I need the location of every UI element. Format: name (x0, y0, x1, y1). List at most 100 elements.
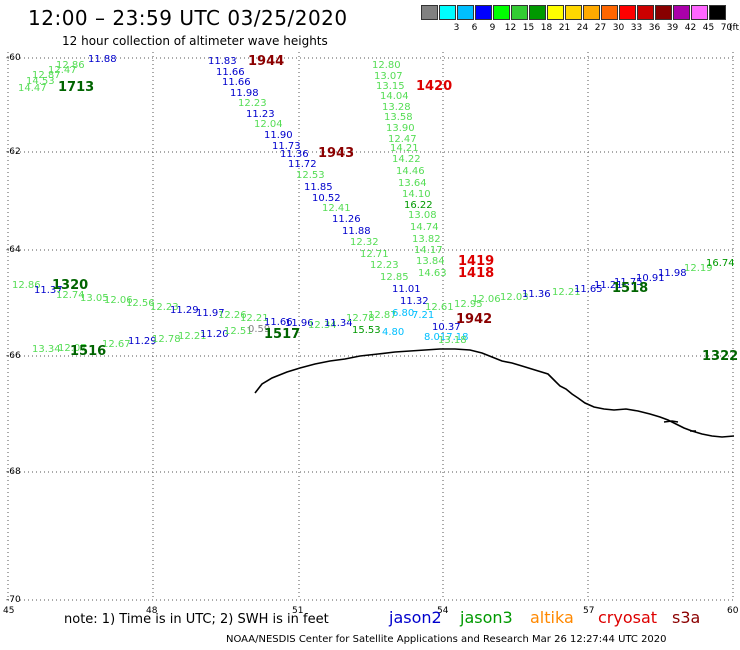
latitude-label: -68 (6, 467, 21, 477)
wave-height-value: 11.66 (222, 77, 251, 88)
wave-height-value: 12.47 (48, 65, 77, 76)
wave-height-value: 12.03 (500, 292, 529, 303)
pass-time-label: 1418 (458, 266, 494, 281)
legend-label: 39 (666, 23, 679, 33)
wave-height-value: 11.21 (594, 280, 623, 291)
legend-swatch (457, 5, 474, 20)
wave-height-value: 13.90 (386, 123, 415, 134)
footer-note: note: 1) Time is in UTC; 2) SWH is in fe… (64, 612, 329, 627)
legend-swatch (691, 5, 708, 20)
legend-swatch (619, 5, 636, 20)
wave-height-value: 12.86 (12, 280, 41, 291)
wave-height-value: 12.74 (56, 290, 85, 301)
wave-height-value: 13.82 (412, 234, 441, 245)
legend-swatch (493, 5, 510, 20)
satellite-jason3: jason3 (460, 608, 513, 627)
legend-swatch (637, 5, 654, 20)
wave-height-value: 12.23 (150, 302, 179, 313)
wave-height-value: 14.17 (414, 245, 443, 256)
pass-time-label: 1322 (702, 349, 738, 364)
wave-height-value: 12.85 (380, 272, 409, 283)
wave-height-value: 11.98 (230, 88, 259, 99)
wave-height-value: 10.52 (312, 193, 341, 204)
wave-height-value: 11.88 (342, 226, 371, 237)
legend-swatch (439, 5, 456, 20)
wave-height-value: 12.95 (454, 299, 483, 310)
wave-height-value: 12.56 (126, 298, 155, 309)
wave-height-value: 12.41 (322, 203, 351, 214)
legend-label: 3 (453, 23, 460, 33)
wave-height-value: 12.07 (58, 343, 87, 354)
wave-height-value: 12.87 (32, 70, 61, 81)
wave-height-value: 11.97 (196, 308, 225, 319)
wave-height-value: 12.23 (238, 98, 267, 109)
wave-height-value: 12.04 (254, 119, 283, 130)
wave-height-values: 11.8812.8612.4712.8714.5314.4711.8311.66… (12, 54, 735, 355)
pass-time-label: 1516 (70, 344, 106, 359)
latitude-label: -70 (6, 595, 21, 605)
legend-label: 45 (702, 23, 715, 33)
wave-height-value: 13.15 (376, 81, 405, 92)
wave-height-value: 11.72 (288, 159, 317, 170)
wave-height-value: 11.32 (400, 296, 429, 307)
wave-height-value: 13.58 (384, 112, 413, 123)
wave-height-value: 11.66 (264, 317, 293, 328)
wave-height-value: 6.80 (392, 308, 414, 319)
wave-height-value: 12.78 (346, 313, 375, 324)
satellite-cryosat: cryosat (598, 608, 658, 627)
legend-swatch (565, 5, 582, 20)
wave-height-value: 12.21 (552, 287, 581, 298)
wave-height-value: 11.88 (88, 54, 117, 65)
legend-label: 12 (504, 23, 517, 33)
wave-height-value: 13.84 (416, 256, 445, 267)
wave-height-value: 4.80 (382, 327, 404, 338)
legend-swatch (529, 5, 546, 20)
wave-height-value: 12.47 (388, 134, 417, 145)
satellite-jason2: jason2 (389, 608, 442, 627)
longitude-label: 54 (437, 606, 449, 616)
pass-time-label: 1942 (456, 312, 492, 327)
wave-height-value: 15.53 (352, 325, 381, 336)
legend-label: 15 (522, 23, 535, 33)
map-subtitle: 12 hour collection of altimeter wave hei… (62, 34, 328, 48)
legend-swatch (601, 5, 618, 20)
wave-height-value: 14.22 (392, 154, 421, 165)
pass-time-label: 1420 (416, 79, 452, 94)
longitude-label: 45 (3, 606, 15, 616)
wave-height-value: 13.34 (32, 344, 61, 355)
wave-height-value: 11.20 (200, 329, 229, 340)
wave-height-value: 16.22 (404, 200, 433, 211)
map-title: 12:00 – 23:59 UTC 03/25/2020 (28, 6, 348, 30)
wave-height-value: 11.37 (34, 285, 63, 296)
wave-height-value: 11.66 (216, 67, 245, 78)
legend-label: 6 (471, 23, 478, 33)
wave-height-value: 12.21 (240, 313, 269, 324)
wave-height-value: 12.06 (104, 295, 133, 306)
pass-time-label: 1419 (458, 254, 494, 269)
wave-height-value: 11.96 (285, 318, 314, 329)
wave-height-value: 12.80 (372, 60, 401, 71)
wave-height-value: 13.05 (80, 293, 109, 304)
wave-height-value: 12.06 (472, 294, 501, 305)
longitude-label: 57 (583, 606, 595, 616)
wave-height-value: 12.21 (178, 331, 207, 342)
wave-height-value: 11.65 (574, 284, 603, 295)
credits-line: NOAA/NESDIS Center for Satellite Applica… (226, 634, 667, 645)
legend-swatch (673, 5, 690, 20)
legend-swatch (709, 5, 726, 20)
wave-height-value: 14.46 (396, 166, 425, 177)
pass-time-label: 1518 (612, 281, 648, 296)
wave-height-value: 11.26 (332, 214, 361, 225)
wave-height-value: 11.29 (170, 305, 199, 316)
legend-label: 33 (630, 23, 643, 33)
wave-height-value: 10.37 (432, 322, 461, 333)
satellite-altika: altika (530, 608, 574, 627)
longitude-label: 60 (727, 606, 739, 616)
legend-label: 9 (489, 23, 496, 33)
wave-height-value: 14.47 (18, 83, 47, 94)
wave-height-value: 11.34 (324, 318, 353, 329)
wave-height-value: 11.98 (658, 268, 687, 279)
latitude-label: -66 (6, 351, 21, 361)
